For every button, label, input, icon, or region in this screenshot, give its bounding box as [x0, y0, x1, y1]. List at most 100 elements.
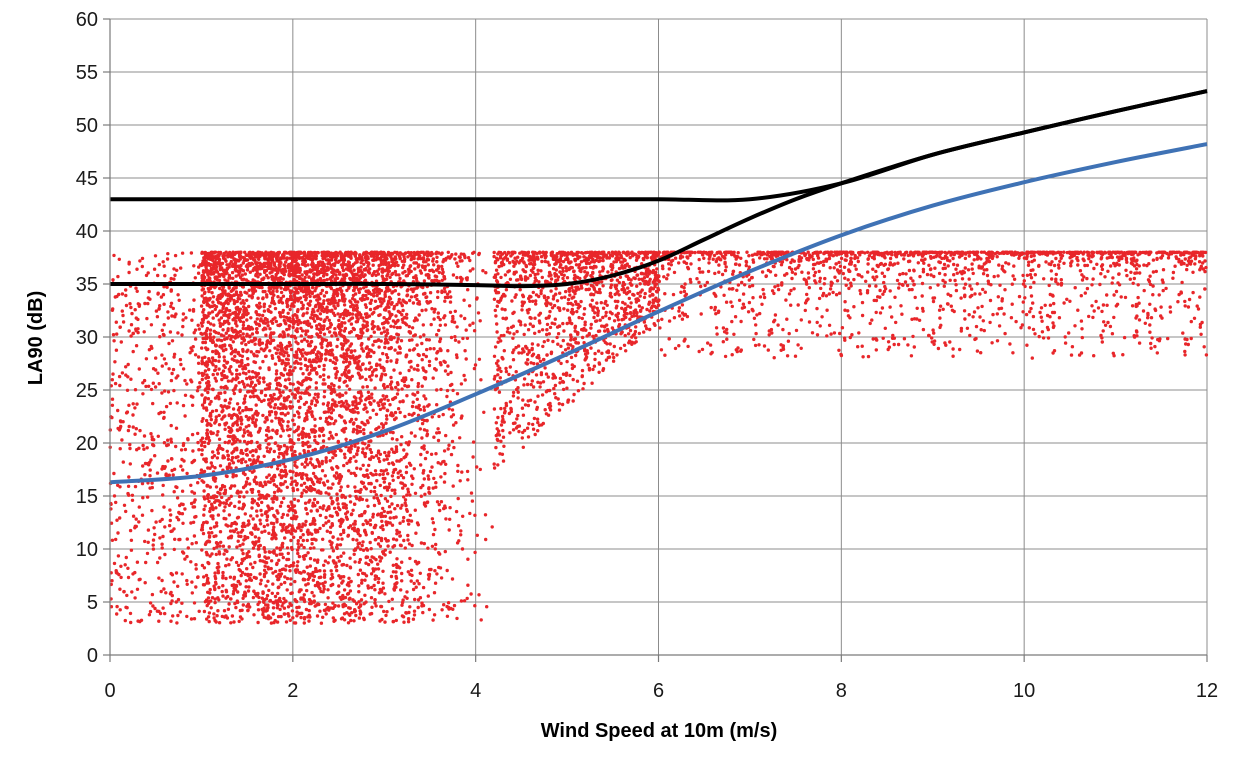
scatter-point — [349, 317, 353, 321]
scatter-point — [383, 537, 388, 541]
scatter-point — [320, 267, 324, 272]
scatter-point — [219, 404, 223, 408]
scatter-point — [224, 331, 228, 335]
scatter-point — [289, 476, 294, 480]
scatter-point — [279, 286, 283, 290]
scatter-point — [224, 576, 228, 581]
scatter-point — [298, 395, 302, 399]
scatter-point — [423, 456, 428, 461]
scatter-point — [237, 506, 241, 510]
scatter-point — [348, 580, 353, 584]
scatter-point — [130, 493, 135, 497]
scatter-point — [322, 389, 327, 394]
scatter-point — [131, 514, 136, 518]
scatter-point — [277, 376, 282, 380]
scatter-point — [287, 377, 291, 381]
scatter-point — [240, 617, 244, 621]
scatter-point — [387, 485, 391, 489]
scatter-point — [388, 403, 392, 407]
scatter-point — [275, 561, 279, 565]
scatter-point — [232, 412, 236, 417]
scatter-point — [293, 460, 297, 464]
scatter-point — [304, 411, 309, 416]
scatter-point — [364, 346, 368, 350]
scatter-point — [289, 320, 293, 324]
scatter-point — [264, 482, 268, 487]
scatter-point — [162, 302, 166, 306]
scatter-point — [265, 510, 269, 514]
scatter-point — [458, 436, 462, 440]
scatter-point — [253, 342, 257, 346]
scatter-point — [142, 378, 147, 383]
scatter-point — [391, 563, 395, 567]
scatter-point — [133, 432, 137, 436]
scatter-point — [266, 442, 271, 446]
scatter-point — [436, 315, 440, 319]
scatter-point — [283, 468, 287, 473]
scatter-point — [391, 570, 396, 574]
scatter-point — [433, 527, 437, 532]
scatter-point — [425, 347, 429, 352]
scatter-point — [176, 293, 180, 297]
scatter-point — [147, 348, 152, 352]
scatter-point — [456, 264, 460, 268]
scatter-point — [371, 408, 375, 412]
scatter-point — [165, 257, 170, 261]
scatter-point — [290, 392, 294, 396]
scatter-point — [271, 612, 275, 616]
scatter-point — [234, 474, 238, 478]
scatter-point — [256, 296, 260, 300]
scatter-point — [214, 485, 219, 489]
scatter-point — [294, 359, 298, 364]
scatter-point — [466, 478, 470, 482]
scatter-point — [368, 558, 373, 562]
scatter-point — [346, 534, 350, 538]
scatter-point — [166, 316, 170, 320]
scatter-point — [206, 390, 210, 395]
scatter-point — [321, 537, 325, 541]
scatter-point — [199, 468, 204, 472]
scatter-point — [230, 357, 234, 361]
scatter-point — [368, 375, 372, 379]
scatter-point — [140, 481, 145, 486]
scatter-point — [477, 593, 481, 597]
scatter-point — [439, 387, 443, 392]
scatter-point — [265, 345, 269, 349]
scatter-point — [385, 359, 389, 364]
scatter-point — [258, 376, 262, 380]
scatter-point — [411, 301, 416, 305]
scatter-point — [360, 341, 364, 346]
scatter-point — [244, 579, 248, 583]
scatter-point — [266, 523, 270, 527]
scatter-point — [169, 590, 173, 595]
scatter-point — [111, 372, 115, 376]
scatter-point — [162, 323, 166, 327]
scatter-point — [129, 620, 133, 625]
scatter-point — [215, 566, 219, 570]
scatter-point — [180, 489, 185, 493]
scatter-point — [275, 387, 279, 391]
scatter-point — [272, 620, 276, 625]
scatter-point — [297, 605, 301, 609]
scatter-point — [277, 577, 281, 581]
scatter-point — [263, 529, 267, 533]
scatter-point — [235, 402, 240, 406]
scatter-point — [150, 435, 154, 439]
scatter-point — [412, 411, 416, 416]
scatter-point — [422, 444, 426, 448]
scatter-point — [328, 309, 332, 313]
scatter-point — [143, 581, 147, 585]
scatter-point — [217, 397, 221, 401]
scatter-point — [239, 534, 243, 539]
scatter-point — [229, 524, 233, 528]
scatter-point — [224, 564, 228, 568]
scatter-point — [376, 580, 381, 585]
scatter-point — [112, 494, 117, 498]
scatter-point — [220, 589, 224, 594]
scatter-point — [339, 289, 344, 294]
scatter-point — [242, 439, 247, 444]
scatter-point — [287, 373, 291, 377]
scatter-point — [380, 617, 384, 622]
scatter-point — [172, 267, 176, 271]
scatter-point — [341, 579, 345, 583]
